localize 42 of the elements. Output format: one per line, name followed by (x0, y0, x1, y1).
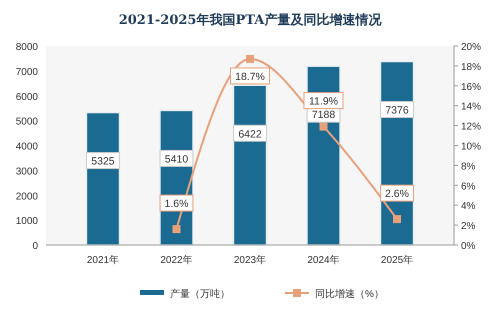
y-tick-label: 1000 (16, 216, 38, 228)
y2-tick-label: 12% (461, 122, 482, 133)
y2-tick-label: 0% (461, 241, 476, 252)
bar (86, 112, 120, 246)
y-tick-label: 4000 (16, 142, 38, 152)
data-label: 6422 (238, 128, 262, 140)
data-label: 5325 (91, 156, 115, 168)
y2-tick-label: 4% (461, 201, 476, 212)
y2-tick-label: 16% (461, 82, 482, 93)
y2-tick-label: 6% (461, 181, 476, 192)
x-tick-label: 2021年 (86, 254, 120, 266)
y2-tick-label: 20% (461, 42, 482, 53)
y-tick-label: 2000 (16, 191, 38, 202)
y-tick-label: 0 (32, 241, 38, 252)
data-label: 18.7% (235, 70, 265, 83)
legend-label: 同比增速（%） (315, 288, 384, 300)
point (172, 225, 180, 234)
y-tick-label: 8000 (16, 42, 38, 53)
y2-tick-label: 2% (461, 221, 476, 232)
data-label: 11.9% (309, 96, 338, 108)
data-label: 5410 (164, 153, 188, 166)
y2-tick-label: 14% (461, 102, 482, 113)
data-label: 7376 (385, 104, 409, 117)
y-tick-label: 6000 (16, 92, 38, 103)
y-tick-label: 7000 (16, 66, 38, 78)
data-label: 1.6% (164, 198, 188, 210)
y2-tick-label: 8% (461, 161, 476, 172)
x-tick-label: 2022年 (160, 254, 193, 266)
x-tick-label: 2023年 (234, 254, 266, 266)
y2-tick-label: 10% (461, 142, 482, 152)
x-tick-label: 2024年 (307, 254, 340, 266)
point (393, 215, 402, 224)
data-label: 2.6% (385, 188, 409, 200)
data-label: 7188 (312, 109, 336, 122)
chart-title: 2021-2025年我国PTA产量及同比增速情况 (118, 12, 382, 28)
y2-tick-label: 18% (461, 62, 482, 73)
y-tick-label: 5000 (16, 116, 38, 128)
point (320, 122, 328, 131)
legend-label: 产量（万吨） (170, 288, 230, 300)
x-tick-label: 2025年 (380, 254, 414, 266)
point (246, 54, 254, 63)
y-tick-label: 3000 (16, 166, 38, 178)
